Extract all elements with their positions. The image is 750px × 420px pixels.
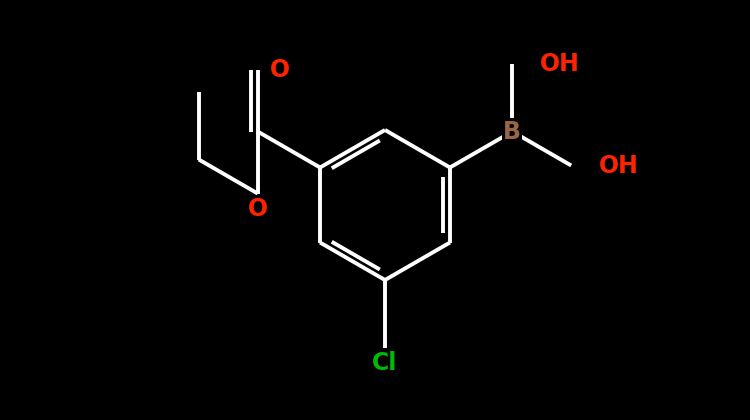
Text: OH: OH <box>540 52 580 76</box>
Text: O: O <box>248 197 268 220</box>
Text: B: B <box>503 120 521 144</box>
Text: O: O <box>270 58 290 81</box>
Text: OH: OH <box>599 153 639 178</box>
Text: Cl: Cl <box>372 351 398 375</box>
